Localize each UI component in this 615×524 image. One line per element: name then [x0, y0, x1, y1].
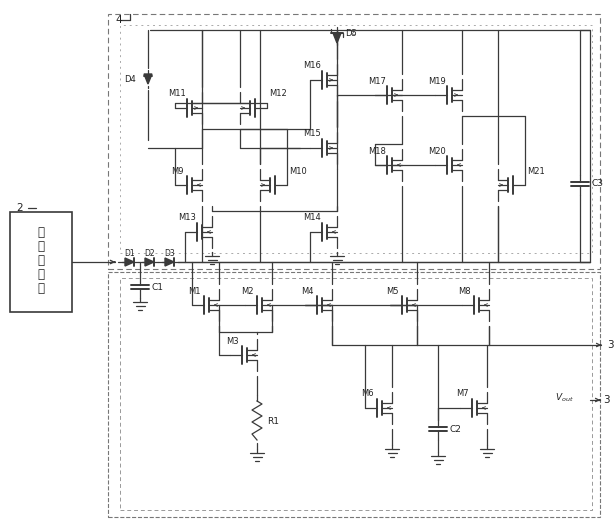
Text: D5: D5	[345, 28, 357, 38]
Text: 流: 流	[38, 267, 44, 280]
Text: 桥: 桥	[38, 281, 44, 294]
Bar	[108, 272, 600, 517]
Text: M16: M16	[303, 61, 321, 71]
Bar	[10, 212, 72, 312]
Text: 整: 整	[38, 254, 44, 267]
Text: M9: M9	[171, 167, 183, 176]
Text: D3: D3	[165, 248, 175, 257]
Text: M19: M19	[428, 77, 446, 85]
Text: M12: M12	[269, 90, 287, 99]
Text: M3: M3	[226, 336, 239, 345]
Text: Z: Z	[351, 30, 356, 36]
Text: M11: M11	[168, 90, 186, 99]
Text: M7: M7	[456, 389, 468, 398]
Text: M13: M13	[178, 213, 196, 223]
Text: M17: M17	[368, 77, 386, 85]
Text: D1: D1	[125, 248, 135, 257]
Text: 3: 3	[607, 340, 614, 350]
Text: C1: C1	[152, 282, 164, 291]
Text: C2: C2	[450, 424, 462, 433]
Polygon shape	[333, 33, 341, 43]
Text: M1: M1	[188, 287, 200, 296]
Polygon shape	[125, 258, 134, 266]
Text: M5: M5	[386, 287, 399, 296]
Bar	[120, 25, 592, 253]
Polygon shape	[144, 74, 152, 84]
Bar	[108, 14, 600, 269]
Text: M18: M18	[368, 147, 386, 156]
Text: 波: 波	[38, 239, 44, 253]
Text: 3: 3	[603, 395, 609, 405]
Text: 全: 全	[38, 225, 44, 238]
Text: M10: M10	[289, 167, 307, 176]
Text: $V_{out}$: $V_{out}$	[555, 392, 574, 404]
Text: D2: D2	[145, 248, 156, 257]
Text: M4: M4	[301, 287, 313, 296]
Text: M20: M20	[428, 147, 446, 156]
Bar	[120, 278, 592, 510]
Text: 2: 2	[17, 203, 23, 213]
Polygon shape	[165, 258, 174, 266]
Text: 4: 4	[115, 15, 122, 25]
Polygon shape	[145, 258, 154, 266]
Text: M8: M8	[458, 287, 470, 296]
Text: M21: M21	[527, 167, 545, 176]
Text: M6: M6	[360, 389, 373, 398]
Text: R1: R1	[267, 418, 279, 427]
Text: M15: M15	[303, 129, 321, 138]
Text: M2: M2	[240, 287, 253, 296]
Text: C3: C3	[592, 180, 604, 189]
Text: D4: D4	[124, 75, 136, 84]
Text: M14: M14	[303, 213, 321, 223]
